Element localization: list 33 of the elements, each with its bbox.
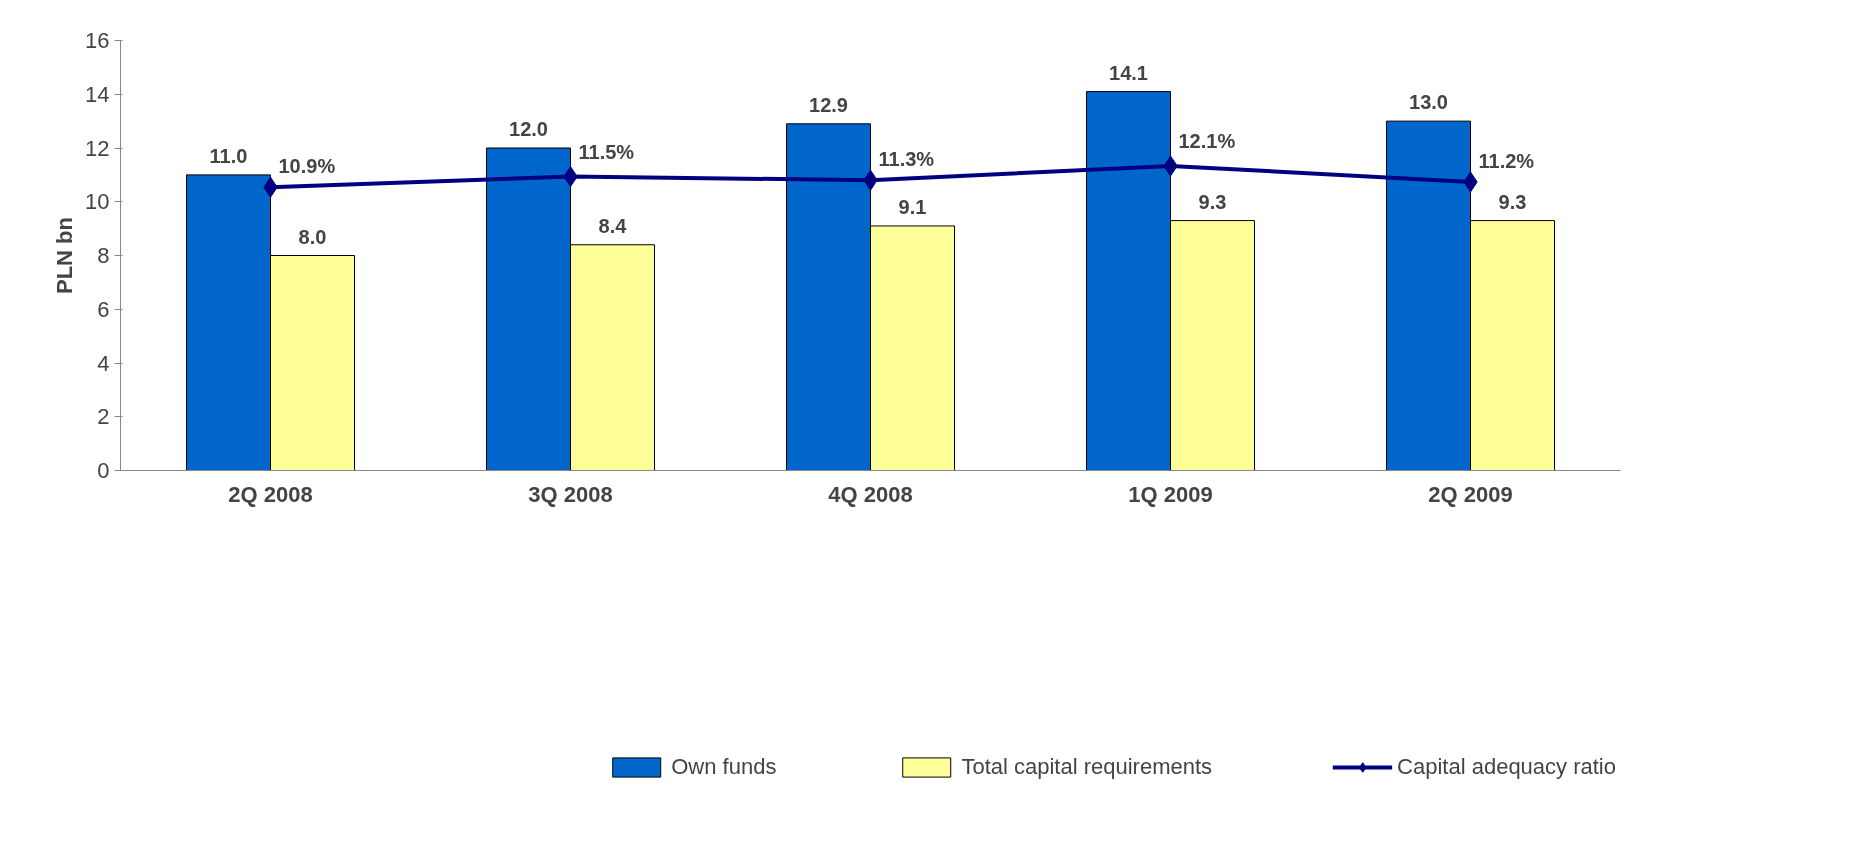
data-label: 14.1 xyxy=(1109,61,1148,84)
y-tick-label: 2 xyxy=(97,404,110,430)
y-tick-label: 16 xyxy=(85,28,110,53)
data-label: 11.0 xyxy=(209,144,248,167)
data-label: 10.9% xyxy=(278,155,336,178)
y-tick-label: 4 xyxy=(97,350,110,376)
legend-label: Total capital requirements xyxy=(961,754,1213,780)
legend-label: Capital adequacy ratio xyxy=(1397,754,1616,780)
data-label: 12.9 xyxy=(809,93,848,116)
y-tick-label: 6 xyxy=(97,296,110,322)
y-tick-label: 14 xyxy=(85,81,110,107)
data-label: 11.5% xyxy=(578,140,635,163)
x-tick-label: 1Q 2009 xyxy=(1128,481,1213,507)
x-tick-label: 2Q 2008 xyxy=(228,481,313,507)
legend-label: Own funds xyxy=(671,754,777,780)
data-label: 9.3 xyxy=(1498,190,1527,213)
data-label: 11.2% xyxy=(1478,149,1535,172)
y-axis-title: PLN bn xyxy=(52,216,78,294)
y-tick-label: 0 xyxy=(97,458,110,483)
data-label: 12.1% xyxy=(1178,129,1236,152)
x-tick-label: 4Q 2008 xyxy=(828,481,913,507)
data-label: 11.3% xyxy=(878,148,935,171)
data-label: 9.3 xyxy=(1198,190,1227,213)
y-tick-label: 10 xyxy=(85,189,110,215)
x-tick-label: 2Q 2009 xyxy=(1428,481,1513,507)
data-label: 13.0 xyxy=(1409,91,1448,114)
y-tick-label: 12 xyxy=(85,135,110,161)
x-tick-label: 3Q 2008 xyxy=(528,481,613,507)
data-label: 8.0 xyxy=(298,225,327,248)
data-label: 12.0 xyxy=(509,118,548,140)
y-tick-label: 8 xyxy=(97,243,110,268)
data-label: 9.1 xyxy=(898,195,927,218)
data-label: 8.4 xyxy=(598,214,628,237)
